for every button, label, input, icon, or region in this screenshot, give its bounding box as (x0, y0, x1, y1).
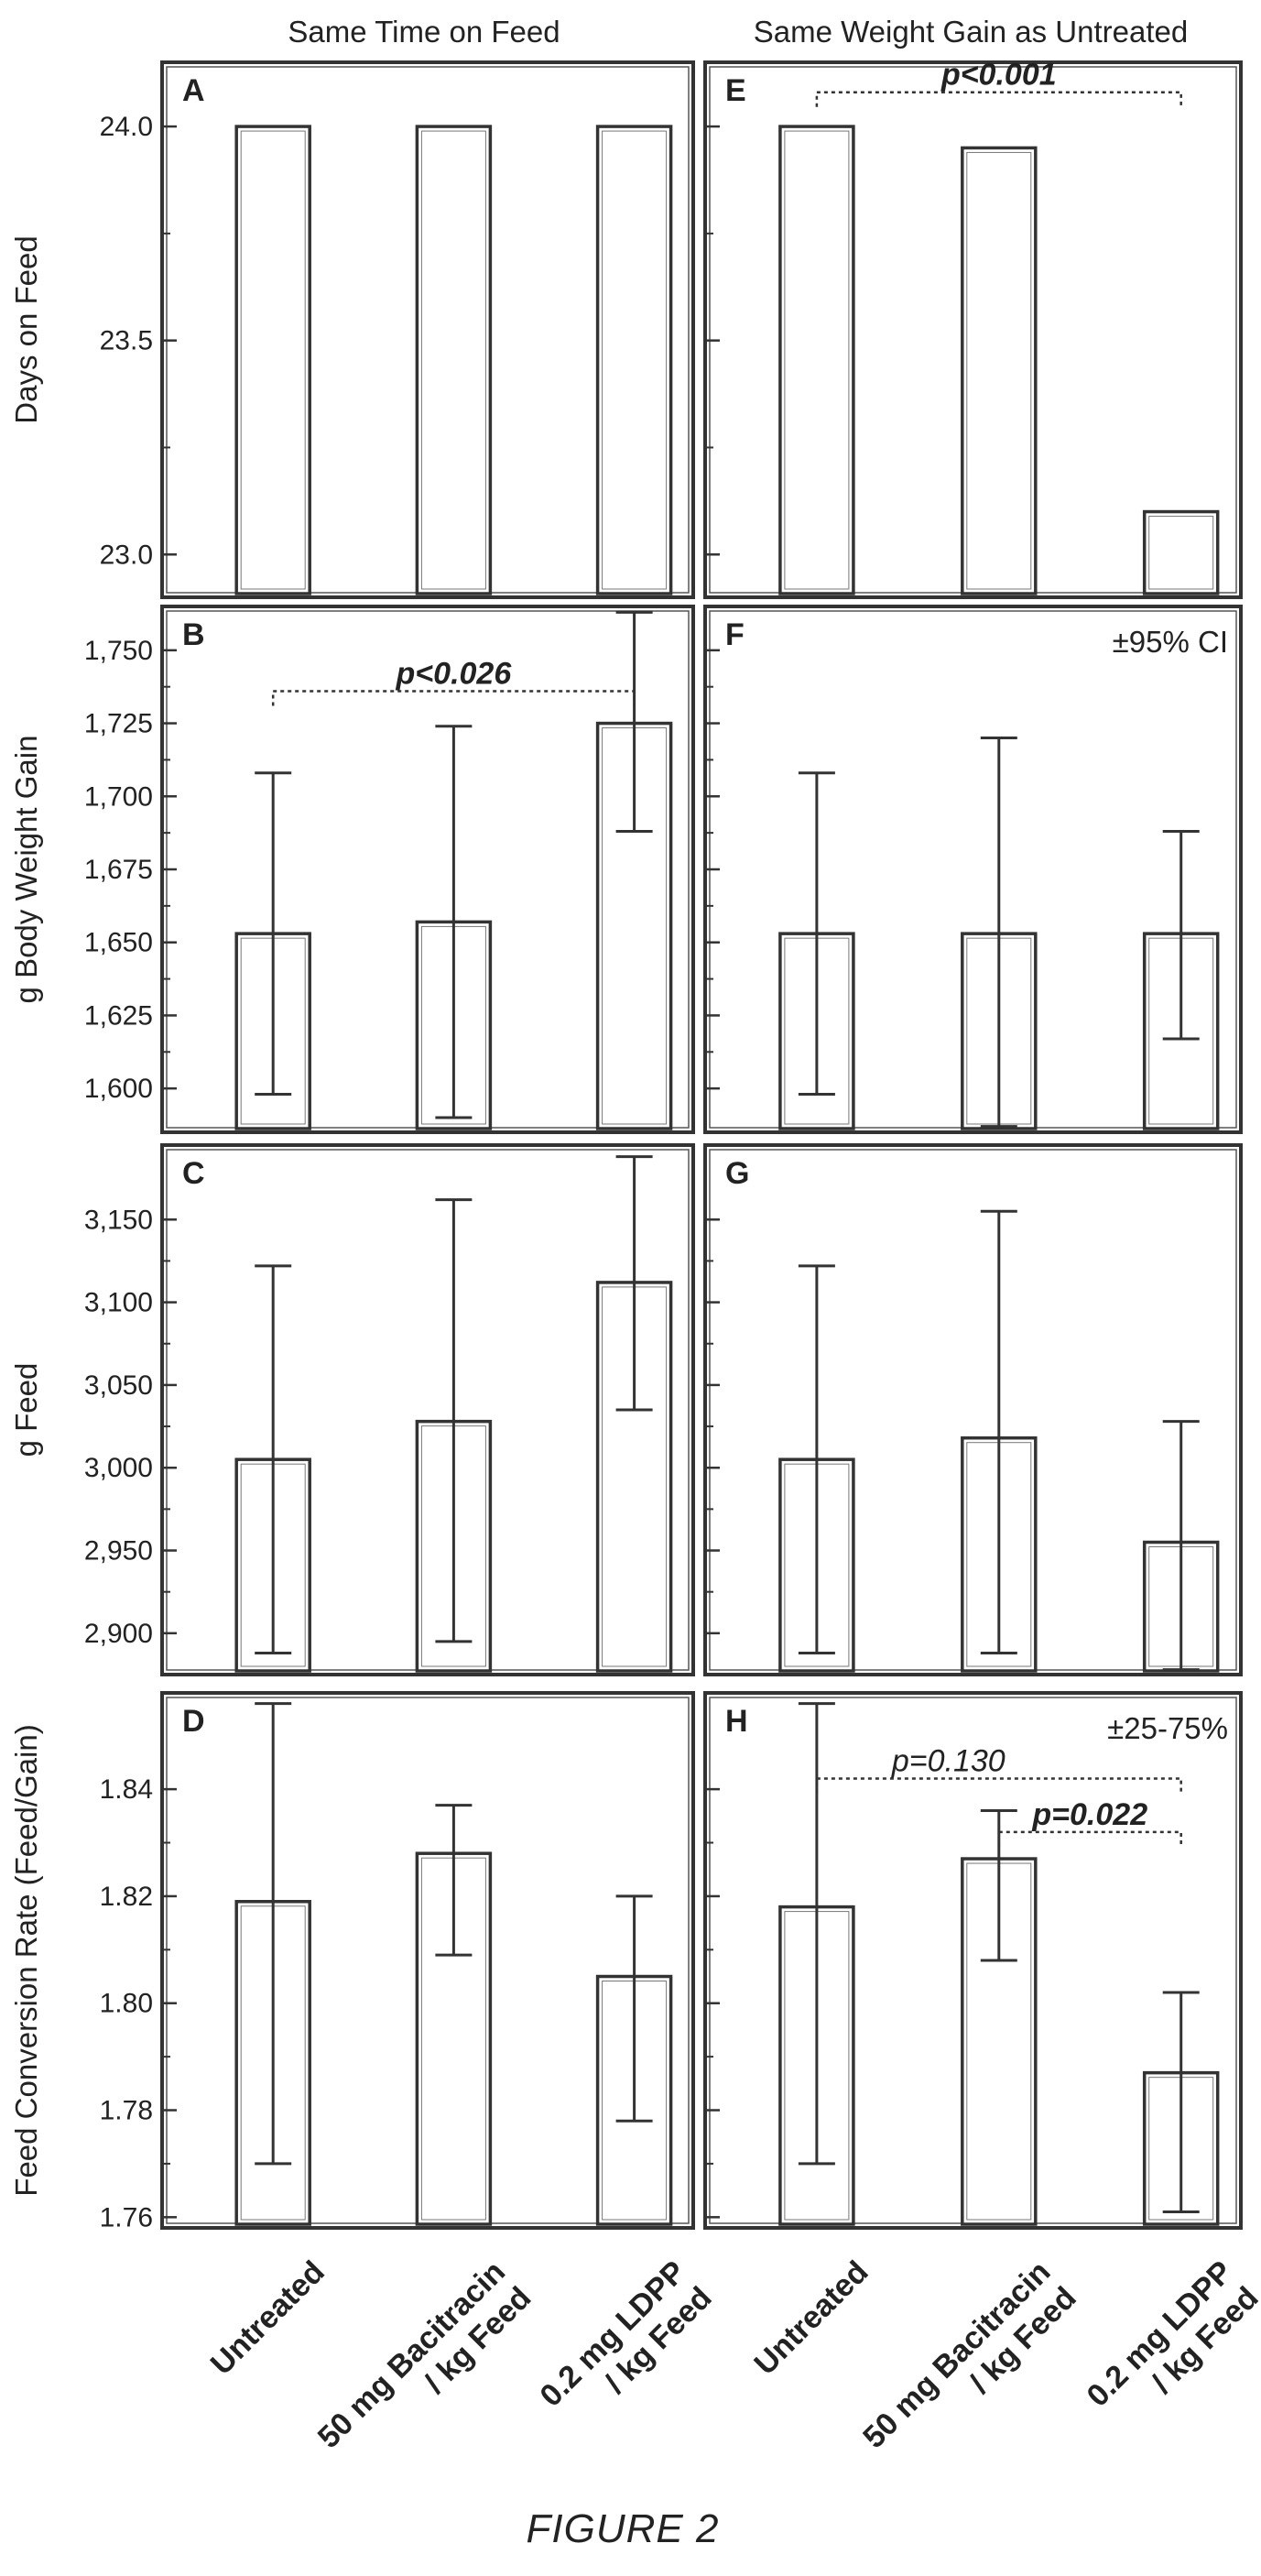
bar (595, 125, 673, 595)
y-tick-label: 1,750 (84, 636, 153, 666)
significance-label: p<0.001 (940, 58, 1057, 93)
significance-bracket (815, 91, 1182, 107)
y-tick-label: 1.76 (100, 2202, 153, 2232)
column-title-right: Same Weight Gain as Untreated (754, 15, 1188, 49)
panel-frame (703, 1691, 1243, 2230)
y-tick-label: 1,625 (84, 1000, 153, 1031)
panel-frame (160, 1691, 695, 2230)
panel-g: G (703, 1143, 1243, 1676)
column-title-left: Same Time on Feed (288, 15, 560, 49)
category-label: 50 mg Bacitracin/ kg Feed (311, 2254, 538, 2482)
significance-label: p=0.022 (1031, 1797, 1147, 1832)
y-axis-title: g Feed (9, 1363, 43, 1457)
panel-f: F ±95% CI (703, 605, 1243, 1134)
panel-frame (160, 1143, 695, 1676)
significance-bracket (271, 690, 636, 706)
panel-a: A 23.0 23.5 24.0 Days on Feed (9, 60, 695, 599)
bar-inner-outline (966, 151, 1032, 590)
y-tick-label: 1,725 (84, 709, 153, 739)
panel-letter: F (725, 617, 745, 652)
bar-inner-outline (784, 130, 850, 590)
y-tick-label: 3,050 (84, 1370, 153, 1401)
category-label: Untreated (204, 2254, 332, 2382)
significance-bracket (815, 1777, 1182, 1794)
panel-letter: B (182, 617, 205, 652)
y-tick-label: 24.0 (100, 112, 153, 142)
panel-frame (703, 60, 1243, 599)
y-tick-label: 23.0 (100, 540, 153, 570)
y-tick-label: 1.84 (100, 1774, 153, 1805)
panel-letter: C (182, 1156, 205, 1191)
panel-letter: D (182, 1704, 205, 1739)
y-tick-label: 2,950 (84, 1536, 153, 1566)
y-tick-label: 3,100 (84, 1288, 153, 1318)
category-label: Untreated (747, 2254, 875, 2382)
category-label: 0.2 mg LDPP/ kg Feed (1081, 2254, 1261, 2440)
panel-frame (160, 60, 695, 599)
y-tick-label: 1,600 (84, 1074, 153, 1104)
panels-group: A 23.0 23.5 24.0 Days on Feed E p<0.001 B 1,600 1… (9, 58, 1243, 2232)
panel-d: D 1.76 1.78 1.80 1.82 1.84 Feed Conversion Rat… (9, 1691, 695, 2232)
bar-inner-outline (420, 130, 486, 590)
y-tick-label: 2,900 (84, 1619, 153, 1649)
bar (778, 125, 855, 595)
category-label-line: Untreated (747, 2254, 875, 2382)
interval-note: ±95% CI (1113, 625, 1228, 659)
y-axis-title: Feed Conversion Rate (Feed/Gain) (9, 1724, 43, 2196)
panel-b: B 1,600 1,625 1,650 1,675 1,700 1,725 1,750 g Bo… (9, 605, 695, 1134)
bar-inner-outline (240, 130, 306, 590)
panel-frame (703, 1143, 1243, 1676)
bar-inner-outline (602, 130, 668, 590)
bar (234, 125, 311, 595)
y-tick-label: 1,700 (84, 781, 153, 812)
y-tick-label: 3,000 (84, 1453, 153, 1483)
y-tick-label: 1,650 (84, 928, 153, 958)
panel-letter: E (725, 73, 746, 108)
y-tick-label: 1.82 (100, 1882, 153, 1912)
y-tick-label: 1,675 (84, 855, 153, 885)
y-tick-label: 23.5 (100, 326, 153, 356)
y-axis-title: Days on Feed (9, 235, 43, 423)
panel-letter: A (182, 73, 205, 108)
bar (415, 125, 493, 595)
category-label: 50 mg Bacitracin/ kg Feed (856, 2254, 1083, 2482)
significance-label: p=0.130 (891, 1743, 1006, 1778)
interval-note: ±25-75% (1107, 1711, 1228, 1745)
bar (1142, 509, 1220, 595)
category-label-line: Untreated (204, 2254, 332, 2382)
category-label: 0.2 mg LDPP/ kg Feed (533, 2254, 718, 2440)
significance-label: p<0.026 (396, 656, 513, 691)
y-tick-label: 1.78 (100, 2096, 153, 2126)
bar (961, 146, 1038, 595)
significance-bracket (997, 1830, 1182, 1847)
y-axis-title: g Body Weight Gain (9, 736, 43, 1004)
figure-caption: FIGURE 2 (527, 2506, 720, 2551)
panel-letter: G (725, 1156, 749, 1191)
panel-c: C 2,900 2,950 3,000 3,050 3,100 3,150 g Feed (9, 1143, 695, 1676)
panel-letter: H (725, 1704, 748, 1739)
y-tick-label: 1.80 (100, 1989, 153, 2019)
bar-inner-outline (1148, 516, 1214, 590)
panel-h: Hp=0.130 p=0.022 ±25-75% (703, 1691, 1243, 2230)
y-tick-label: 3,150 (84, 1205, 153, 1235)
